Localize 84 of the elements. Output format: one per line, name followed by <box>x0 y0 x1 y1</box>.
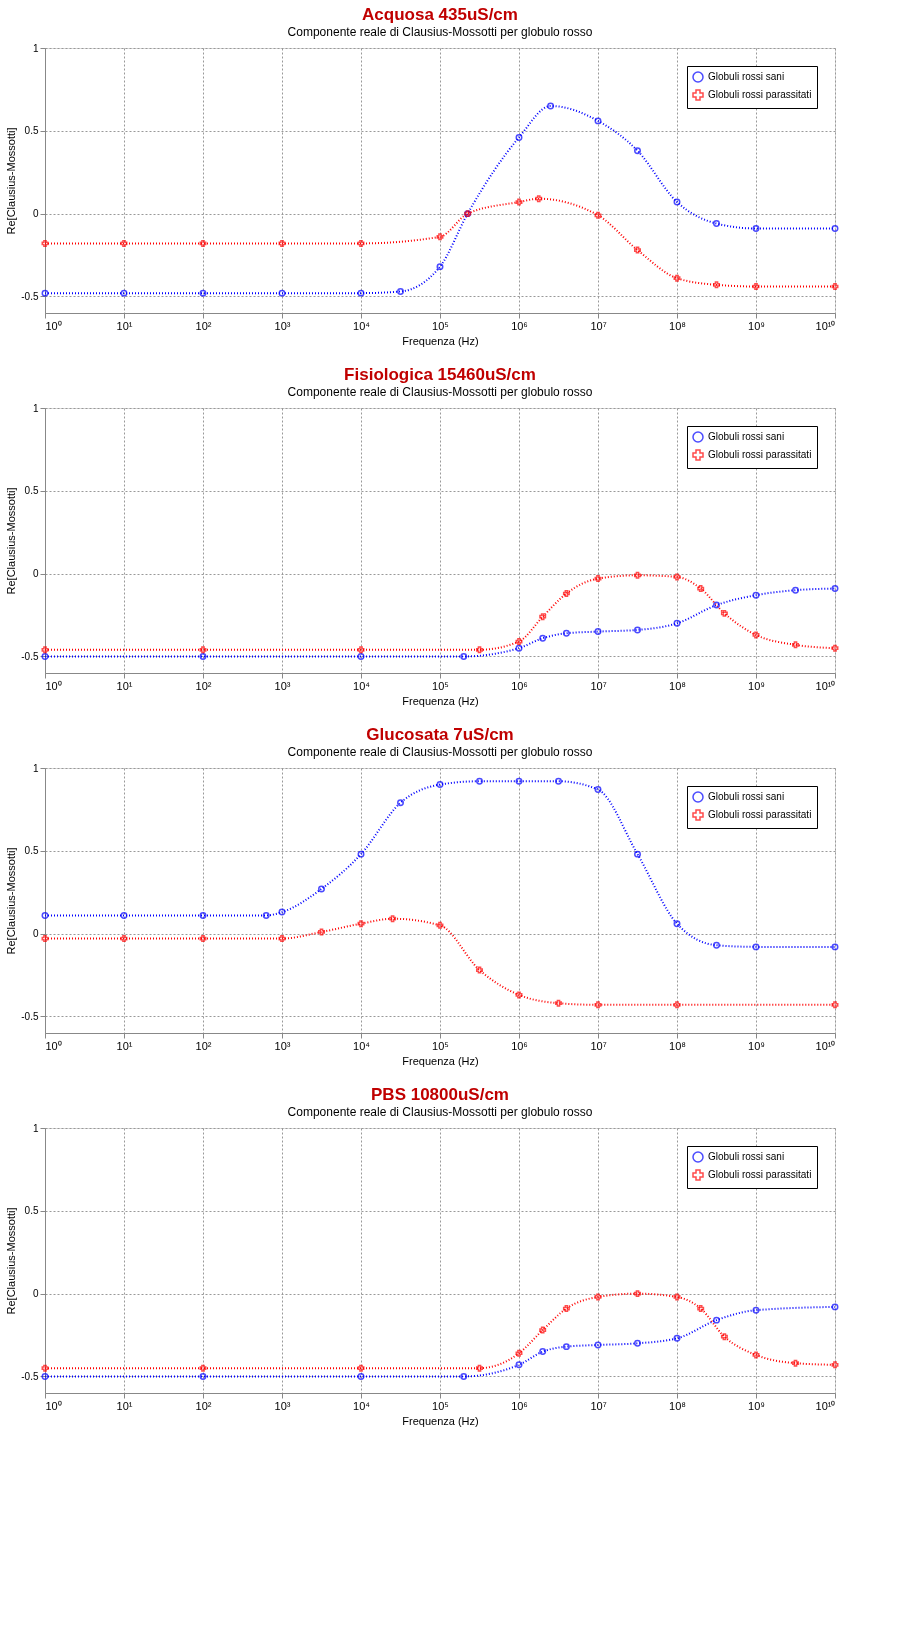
x-tick-label: 10³ <box>274 319 291 332</box>
chart-subtitle: Componente reale di Clausius-Mossotti per globulo rosso <box>287 25 593 39</box>
x-tick-label: 10⁴ <box>353 679 371 692</box>
y-tick-label: -0.5 <box>21 650 39 662</box>
x-tick-label: 10² <box>195 1399 212 1412</box>
x-tick-label: 10¹⁰ <box>815 1039 836 1052</box>
x-axis-title: Frequenza (Hz) <box>402 1054 479 1067</box>
x-tick-label: 10⁵ <box>432 319 449 332</box>
x-tick-label: 10⁴ <box>353 1399 371 1412</box>
y-tick-label: 1 <box>32 1122 39 1134</box>
chart-subtitle: Componente reale di Clausius-Mossotti per globulo rosso <box>287 745 593 759</box>
x-axis-title: Frequenza (Hz) <box>402 334 479 347</box>
x-tick-label: 10⁹ <box>748 319 765 332</box>
x-tick-label: 10⁶ <box>511 679 528 692</box>
y-tick-label: -0.5 <box>21 1370 39 1382</box>
legend-label: Globuli rossi parassitati <box>708 809 812 820</box>
x-tick-label: 10⁷ <box>590 1399 607 1412</box>
x-tick-label: 10⁸ <box>669 1039 686 1052</box>
x-tick-label: 10⁴ <box>353 319 371 332</box>
y-tick-label: 1 <box>32 762 39 774</box>
x-tick-label: 10¹ <box>116 679 133 692</box>
chart-title: Glucosata 7uS/cm <box>366 725 514 744</box>
y-tick-label: 0 <box>32 1288 39 1300</box>
x-tick-label: 10⁹ <box>748 1399 765 1412</box>
chart-subtitle: Componente reale di Clausius-Mossotti per globulo rosso <box>287 1105 593 1119</box>
x-tick-label: 10⁸ <box>669 679 686 692</box>
chart-title: Acquosa 435uS/cm <box>362 5 518 24</box>
y-tick-label: 0.5 <box>24 1205 39 1217</box>
y-tick-label: 0 <box>32 208 39 220</box>
y-tick-label: -0.5 <box>21 290 39 302</box>
x-tick-label: 10³ <box>274 1399 291 1412</box>
x-tick-label: 10⁸ <box>669 1399 686 1412</box>
x-tick-label: 10⁵ <box>432 679 449 692</box>
x-tick-label: 10¹ <box>116 1399 133 1412</box>
x-tick-label: 10⁰ <box>45 679 62 692</box>
y-tick-label: -0.5 <box>21 1010 39 1022</box>
x-tick-label: 10¹ <box>116 1039 133 1052</box>
x-tick-label: 10⁶ <box>511 319 528 332</box>
legend-label: Globuli rossi parassitati <box>708 1169 812 1180</box>
x-tick-label: 10¹⁰ <box>815 679 836 692</box>
legend-label: Globuli rossi sani <box>708 1151 785 1162</box>
legend-label: Globuli rossi sani <box>708 791 785 802</box>
x-tick-label: 10⁵ <box>432 1039 449 1052</box>
x-axis-title: Frequenza (Hz) <box>402 694 479 707</box>
x-tick-label: 10¹ <box>116 319 133 332</box>
x-axis-title: Frequenza (Hz) <box>402 1414 479 1427</box>
legend-label: Globuli rossi parassitati <box>708 89 812 100</box>
chart-title: Fisiologica 15460uS/cm <box>344 365 536 384</box>
x-tick-label: 10² <box>195 1039 212 1052</box>
chart-subtitle: Componente reale di Clausius-Mossotti per globulo rosso <box>287 385 593 399</box>
legend-label: Globuli rossi sani <box>708 431 785 442</box>
y-axis-title: Re[Clausius-Mossotti] <box>5 487 18 595</box>
x-tick-label: 10⁹ <box>748 679 765 692</box>
chart-title: PBS 10800uS/cm <box>371 1085 509 1104</box>
x-tick-label: 10⁰ <box>45 1039 62 1052</box>
x-tick-label: 10⁵ <box>432 1399 449 1412</box>
x-tick-label: 10² <box>195 679 212 692</box>
x-tick-label: 10¹⁰ <box>815 1399 836 1412</box>
legend-label: Globuli rossi sani <box>708 71 785 82</box>
x-tick-label: 10¹⁰ <box>815 319 836 332</box>
x-tick-label: 10⁷ <box>590 1039 607 1052</box>
x-tick-label: 10⁷ <box>590 319 607 332</box>
x-tick-label: 10⁹ <box>748 1039 765 1052</box>
x-tick-label: 10³ <box>274 1039 291 1052</box>
y-axis-title: Re[Clausius-Mossotti] <box>5 127 18 235</box>
y-tick-label: 0.5 <box>24 485 39 497</box>
y-axis-title: Re[Clausius-Mossotti] <box>5 1207 18 1315</box>
y-tick-label: 0 <box>32 928 39 940</box>
x-tick-label: 10⁰ <box>45 319 62 332</box>
x-tick-label: 10⁰ <box>45 1399 62 1412</box>
y-tick-label: 1 <box>32 42 39 54</box>
y-tick-label: 1 <box>32 402 39 414</box>
legend-label: Globuli rossi parassitati <box>708 449 812 460</box>
y-axis-title: Re[Clausius-Mossotti] <box>5 847 18 955</box>
x-tick-label: 10⁷ <box>590 679 607 692</box>
y-tick-label: 0.5 <box>24 845 39 857</box>
x-tick-label: 10⁶ <box>511 1039 528 1052</box>
x-tick-label: 10⁸ <box>669 319 686 332</box>
x-tick-label: 10³ <box>274 679 291 692</box>
y-tick-label: 0.5 <box>24 125 39 137</box>
y-tick-label: 0 <box>32 568 39 580</box>
x-tick-label: 10⁴ <box>353 1039 371 1052</box>
x-tick-label: 10² <box>195 319 212 332</box>
x-tick-label: 10⁶ <box>511 1399 528 1412</box>
